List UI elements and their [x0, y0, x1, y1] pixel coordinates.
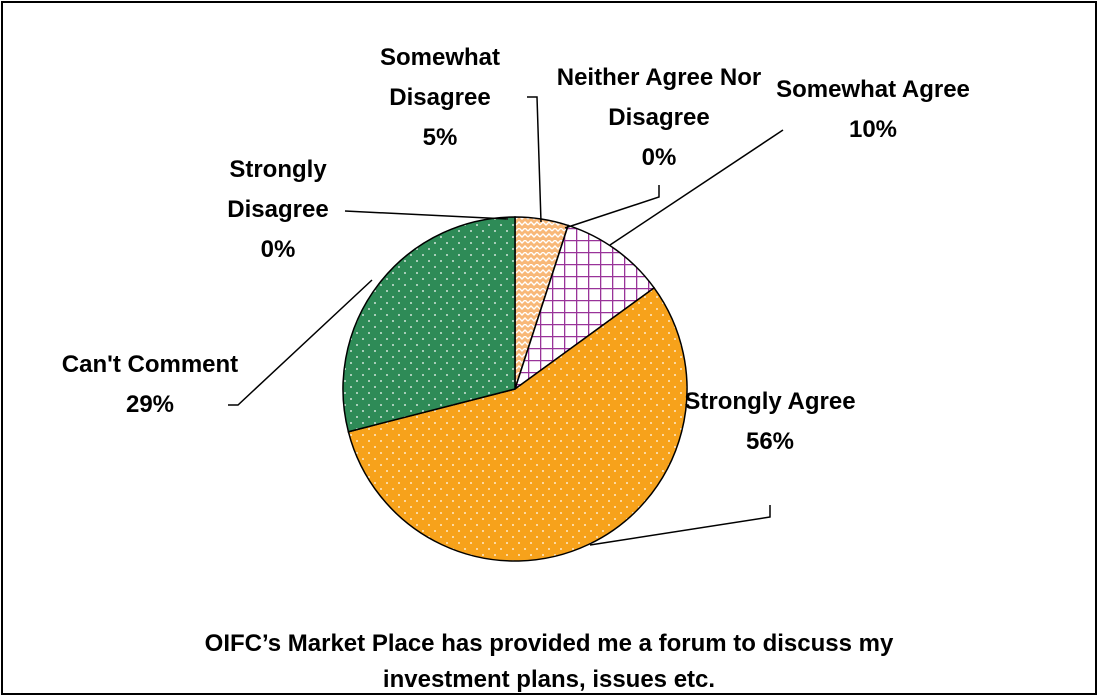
- category-label: Strongly Disagree: [227, 156, 329, 223]
- value-label: 10%: [848, 116, 898, 143]
- slice-label: Neither Agree Nor Disagree 0%: [549, 58, 769, 178]
- leader-line: [344, 210, 509, 220]
- slice-label: Somewhat Disagree 5%: [340, 38, 540, 158]
- value-label: 29%: [125, 391, 175, 418]
- leader-line: [527, 96, 542, 223]
- slice-label: Strongly Disagree 0%: [178, 150, 378, 270]
- leader-line: [589, 505, 771, 546]
- slice-label: Can't Comment 29%: [50, 345, 250, 425]
- value-label: 0%: [260, 236, 296, 263]
- slice-label: Somewhat Agree 10%: [773, 70, 973, 150]
- category-label: Somewhat Agree: [776, 76, 970, 103]
- chart-title-box: OIFC’s Market Place has provided me a fo…: [0, 626, 1098, 696]
- leader-line: [228, 279, 373, 406]
- category-label: Neither Agree Nor Disagree: [556, 64, 762, 131]
- value-label: 56%: [745, 428, 795, 455]
- pie-slice: [347, 286, 688, 562]
- category-label: Somewhat Disagree: [379, 44, 501, 111]
- value-label: 0%: [641, 144, 677, 171]
- leader-line: [609, 129, 784, 246]
- chart-title: OIFC’s Market Place has provided me a fo…: [204, 630, 894, 693]
- value-label: 5%: [422, 124, 458, 151]
- leader-line: [564, 185, 660, 229]
- pie-slice: [513, 224, 656, 391]
- category-label: Strongly Agree: [684, 388, 856, 415]
- category-label: Can't Comment: [61, 351, 239, 378]
- pie-slice: [342, 216, 516, 433]
- slice-label: Strongly Agree 56%: [670, 382, 870, 462]
